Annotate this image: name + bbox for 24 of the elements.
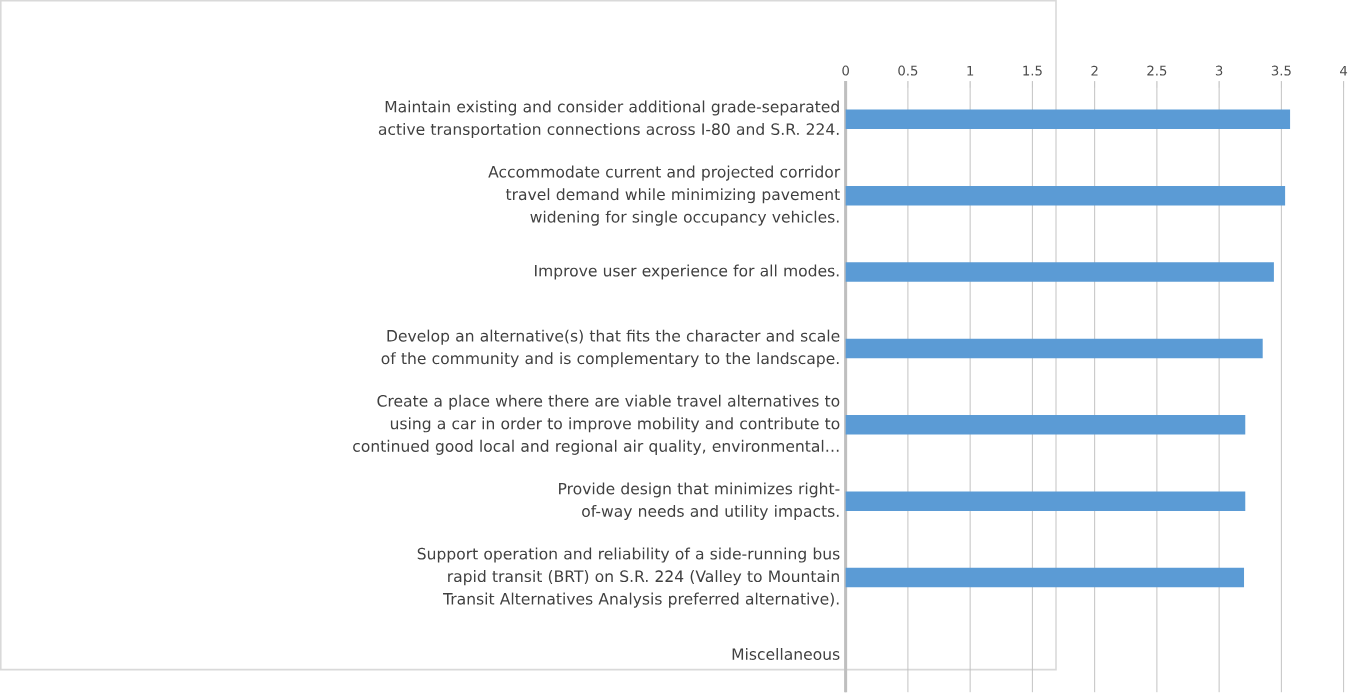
x-tick-label: 0 (842, 65, 849, 76)
x-tick-label: 2 (1091, 65, 1098, 76)
x-tick-label: 4 (1340, 66, 1348, 76)
bar (845, 186, 1286, 206)
x-tick-label: 1.5 (1023, 65, 1042, 76)
x-tick-label: 0.5 (898, 65, 918, 76)
x-tick-label: 3.5 (1271, 65, 1291, 76)
y-tick-label: Provide design that minimizes right-of-way needs and utility impacts. (559, 482, 840, 521)
y-tick-label: Develop an alternative(s) that fits the character and scale of the community and is complementary to the landscape. (381, 329, 840, 368)
x-tick-label: 3 (1215, 65, 1223, 76)
bar (845, 491, 1246, 512)
bar (845, 415, 1246, 435)
x-tick-label: 1 (967, 66, 974, 76)
bar (845, 338, 1263, 359)
y-tick-label: Support operation and reliability of a side-running bus rapid transit (BRT) on S.R. 224 (Valley to Mountain Transit Alternatives Analysis preferred alternative). (417, 547, 840, 608)
bar (845, 567, 1245, 588)
y-tick-label: Maintain existing and consider additional grade-separated active transportation connections across I-80 and S.R. 224. (378, 100, 839, 139)
x-tick-label: 2.5 (1147, 65, 1167, 76)
y-tick-label: Miscellaneous (732, 648, 840, 661)
y-tick-label: Accommodate current and projected corridor travel demand while minimizing pavement widening for single occupancy vehicles. (488, 165, 841, 226)
y-tick-label: Improve user experience for all modes. (535, 264, 839, 280)
y-tick-label: Create a place where there are viable travel alternatives to using a car in order to improve mobility and contribute to continued good local and regional air quality, environmental… (353, 394, 840, 456)
bar (845, 109, 1291, 130)
bar (845, 262, 1274, 282)
